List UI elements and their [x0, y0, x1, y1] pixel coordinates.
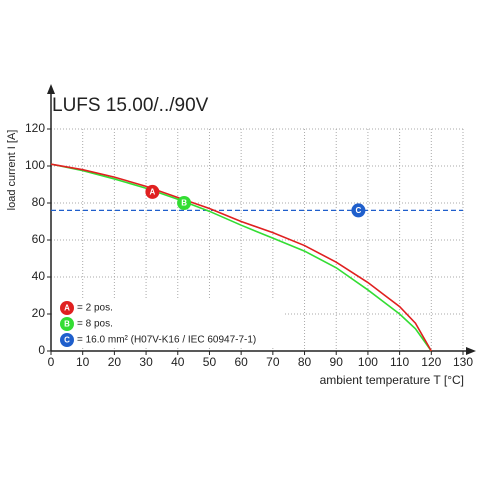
legend-label: = 8 pos.	[77, 319, 113, 330]
badge-label: A	[64, 304, 70, 313]
y-tick-label: 20	[32, 306, 46, 320]
legend-label: = 16.0 mm² (H07V-K16 / IEC 60947-7-1)	[77, 335, 256, 346]
x-tick-label: 80	[298, 355, 312, 369]
badge-marker	[60, 301, 74, 315]
y-tick-label: 40	[32, 269, 46, 283]
badge-label: B	[181, 199, 187, 208]
badge-marker	[60, 317, 74, 331]
badge-marker	[145, 184, 160, 199]
x-tick-label: 100	[358, 355, 378, 369]
x-tick-label: 40	[171, 355, 185, 369]
x-tick-label: 10	[76, 355, 90, 369]
y-tick-label: 100	[25, 158, 45, 172]
x-axis-arrow	[466, 347, 476, 355]
x-tick-label: 60	[234, 355, 248, 369]
x-tick-label: 110	[390, 355, 409, 369]
legend-box	[54, 300, 284, 348]
legend-label: = 2 pos.	[77, 303, 113, 314]
badge-label: C	[64, 336, 70, 345]
y-axis-label: load current I [A]	[6, 130, 18, 211]
x-tick-label: 130	[453, 355, 473, 369]
x-tick-label: 50	[203, 355, 217, 369]
x-tick-label: 0	[48, 355, 55, 369]
series-line	[50, 163, 432, 352]
badge-marker	[60, 333, 74, 347]
badge-label: A	[150, 188, 156, 197]
y-tick-label: 120	[25, 121, 45, 135]
x-tick-label: 90	[330, 355, 344, 369]
y-tick-label: 80	[32, 195, 46, 209]
y-axis-arrow	[47, 84, 55, 94]
y-tick-label: 0	[38, 343, 45, 357]
x-tick-label: 120	[421, 355, 441, 369]
series-line	[50, 163, 433, 352]
chart-title: LUFS 15.00/../90V	[52, 95, 209, 116]
x-tick-label: 70	[266, 355, 280, 369]
x-tick-label: 30	[139, 355, 153, 369]
y-tick-label: 60	[32, 232, 46, 246]
badge-marker	[177, 196, 192, 210]
badge-label: B	[64, 320, 70, 329]
badge-marker	[351, 203, 366, 218]
x-tick-label: 20	[108, 355, 122, 369]
x-axis-label: ambient temperature T [°C]	[320, 373, 464, 387]
badge-label: C	[356, 206, 362, 215]
